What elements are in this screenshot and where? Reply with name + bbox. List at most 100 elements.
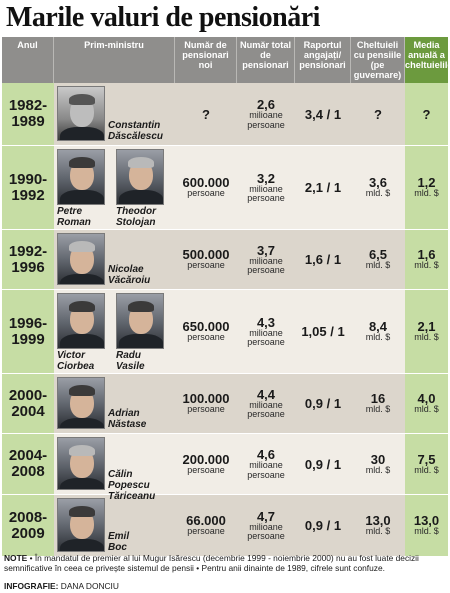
spending-unit: mld. $ — [365, 464, 391, 475]
total-unit-line2: persoane — [247, 531, 285, 541]
new-pensioners-cell: 100.000 persoane — [175, 374, 237, 433]
total-unit-line1: milioane — [249, 521, 283, 532]
prime-minister-cell: Adrian Năstase — [54, 374, 175, 433]
total-unit-line1: milioane — [249, 183, 283, 194]
spending-unit: mld. $ — [365, 404, 391, 415]
note-text: • În mandatul de premier al lui Mugur Is… — [4, 553, 419, 573]
new-pensioners-value: 500.000 — [182, 247, 230, 263]
new-pensioners-value: 650.000 — [182, 319, 230, 335]
last-name: Dăscălescu — [108, 131, 164, 142]
ratio-cell: 2,1 / 1 — [295, 146, 351, 229]
average-unit: mld. $ — [414, 526, 439, 537]
spending-value: 16 — [370, 391, 386, 407]
new-pensioners-unit: persoane — [187, 188, 225, 199]
spending-value: 13,0 — [365, 513, 391, 529]
new-pensioners-cell: 650.000 persoane — [175, 290, 237, 373]
total-unit-line1: milioane — [249, 255, 283, 266]
year-cell: 1990- 1992 — [2, 146, 54, 229]
header-raport: Raportul angajați/ pensionari — [295, 37, 351, 83]
new-pensioners-unit: persoane — [187, 404, 225, 415]
pension-table: Anul Prim-ministru Număr de pensionari n… — [2, 37, 448, 557]
total-unit-line2: persoane — [247, 469, 285, 480]
ratio-value: 3,4 / 1 — [304, 106, 342, 122]
total-pensioners-cell: 4,6 milioane persoane — [237, 434, 295, 494]
total-unit-line2: persoane — [247, 119, 285, 130]
last-name: Boc — [108, 542, 127, 553]
year-cell: 1992- 1996 — [2, 230, 54, 289]
ratio-cell: 3,4 / 1 — [295, 83, 351, 145]
total-unit-line2: persoane — [247, 193, 285, 203]
year-end: 1996 — [11, 258, 45, 276]
header-pensionari-noi: Număr de pensionari noi — [175, 37, 237, 83]
new-pensioners-unit: persoane — [187, 526, 225, 537]
prime-minister-photo — [57, 377, 105, 429]
year-cell: 1982- 1989 — [2, 83, 54, 145]
prime-minister-name: Constantin Dăscălescu — [108, 120, 163, 142]
credit-label: INFOGRAFIE: — [4, 581, 59, 591]
prime-minister-photo — [116, 149, 164, 205]
first-name: Constantin — [108, 120, 161, 131]
total-pensioners-cell: 3,2 milioane persoane — [237, 146, 295, 229]
spending-value: ? — [374, 106, 382, 122]
total-unit-line1: milioane — [249, 399, 283, 410]
new-pensioners-unit: persoane — [187, 464, 225, 475]
header-total-pensionari: Număr total de pensionari — [237, 37, 295, 83]
prime-minister-name: Adrian Năstase — [108, 408, 146, 430]
prime-minister-cell: Călin Popescu Tăriceanu — [54, 434, 175, 502]
average-cell: 1,2 mld. $ — [405, 146, 448, 229]
average-value: 1,2 — [417, 175, 436, 191]
spending-cell: 6,5 mld. $ — [351, 230, 405, 289]
total-pensioners-value: 4,6 — [256, 447, 276, 462]
average-cell: ? — [405, 83, 448, 145]
prime-minister-name: Radu Vasile — [116, 350, 145, 372]
credit-author: DANA DONCIU — [58, 581, 119, 591]
spending-value: 3,6 — [368, 175, 388, 191]
prime-minister-photo — [57, 293, 105, 349]
average-unit: mld. $ — [414, 464, 439, 475]
total-pensioners-value: 4,7 — [256, 508, 276, 524]
spending-cell: 13,0 mld. $ — [351, 495, 405, 556]
average-value: 4,0 — [417, 391, 436, 407]
prime-minister-name: Emil Boc — [108, 531, 129, 553]
total-pensioners-cell: 2,6 milioane persoane — [237, 83, 295, 145]
prime-minister-cell: Emil Boc — [54, 495, 175, 556]
first-name: Nicolae — [108, 264, 144, 275]
year-cell: 2004- 2008 — [2, 434, 54, 494]
table-row: 1996- 1999 Victor Ciorbea Radu Vasile 650.000 p… — [2, 290, 448, 374]
spending-cell: 16 mld. $ — [351, 374, 405, 433]
spending-unit: mld. $ — [365, 332, 391, 343]
table-row: 1982- 1989 Constantin Dăscălescu? 2,6 milioan… — [2, 83, 448, 146]
year-start: 1996- — [8, 314, 48, 332]
table-row: 2008- 2009 Emil Boc 66.000 persoane 4,7 milioan… — [2, 495, 448, 557]
ratio-value: 1,6 / 1 — [304, 252, 342, 267]
ratio-value: 2,1 / 1 — [304, 180, 342, 195]
page-title: Marile valuri de pensionări — [6, 2, 320, 33]
total-pensioners-cell: 4,4 milioane persoane — [237, 374, 295, 433]
prime-minister-name: Nicolae Văcăroiu — [108, 264, 150, 286]
total-pensioners-value: 4,3 — [256, 314, 276, 330]
new-pensioners-value: 200.000 — [182, 451, 230, 467]
ratio-cell: 0,9 / 1 — [295, 495, 351, 556]
prime-minister-photo — [57, 149, 105, 205]
header-medie: Media anuală a cheltuielilor — [405, 37, 448, 83]
average-value: 13,0 — [413, 513, 440, 529]
first-name: Adrian — [108, 408, 140, 419]
new-pensioners-cell: ? — [175, 83, 237, 145]
average-cell: 4,0 mld. $ — [405, 374, 448, 433]
average-value: 2,1 — [417, 319, 436, 335]
new-pensioners-value: 600.000 — [182, 175, 230, 191]
spending-value: 8,4 — [368, 319, 388, 335]
year-end: 2004 — [11, 402, 45, 420]
note-label: NOTE — [4, 553, 28, 563]
total-pensioners-value: 3,2 — [256, 170, 276, 186]
year-start: 2000- — [8, 386, 48, 404]
ratio-cell: 0,9 / 1 — [295, 374, 351, 433]
prime-minister-name: Petre Roman — [57, 206, 91, 228]
prime-minister-name: Theodor Stolojan — [116, 206, 156, 228]
year-end: 2009 — [11, 524, 45, 542]
table-header: Anul Prim-ministru Număr de pensionari n… — [2, 37, 448, 83]
total-pensioners-cell: 4,3 milioane persoane — [237, 290, 295, 373]
year-start: 1992- — [8, 242, 48, 260]
total-unit-line1: milioane — [249, 110, 283, 120]
ratio-value: 1,05 / 1 — [301, 324, 345, 339]
